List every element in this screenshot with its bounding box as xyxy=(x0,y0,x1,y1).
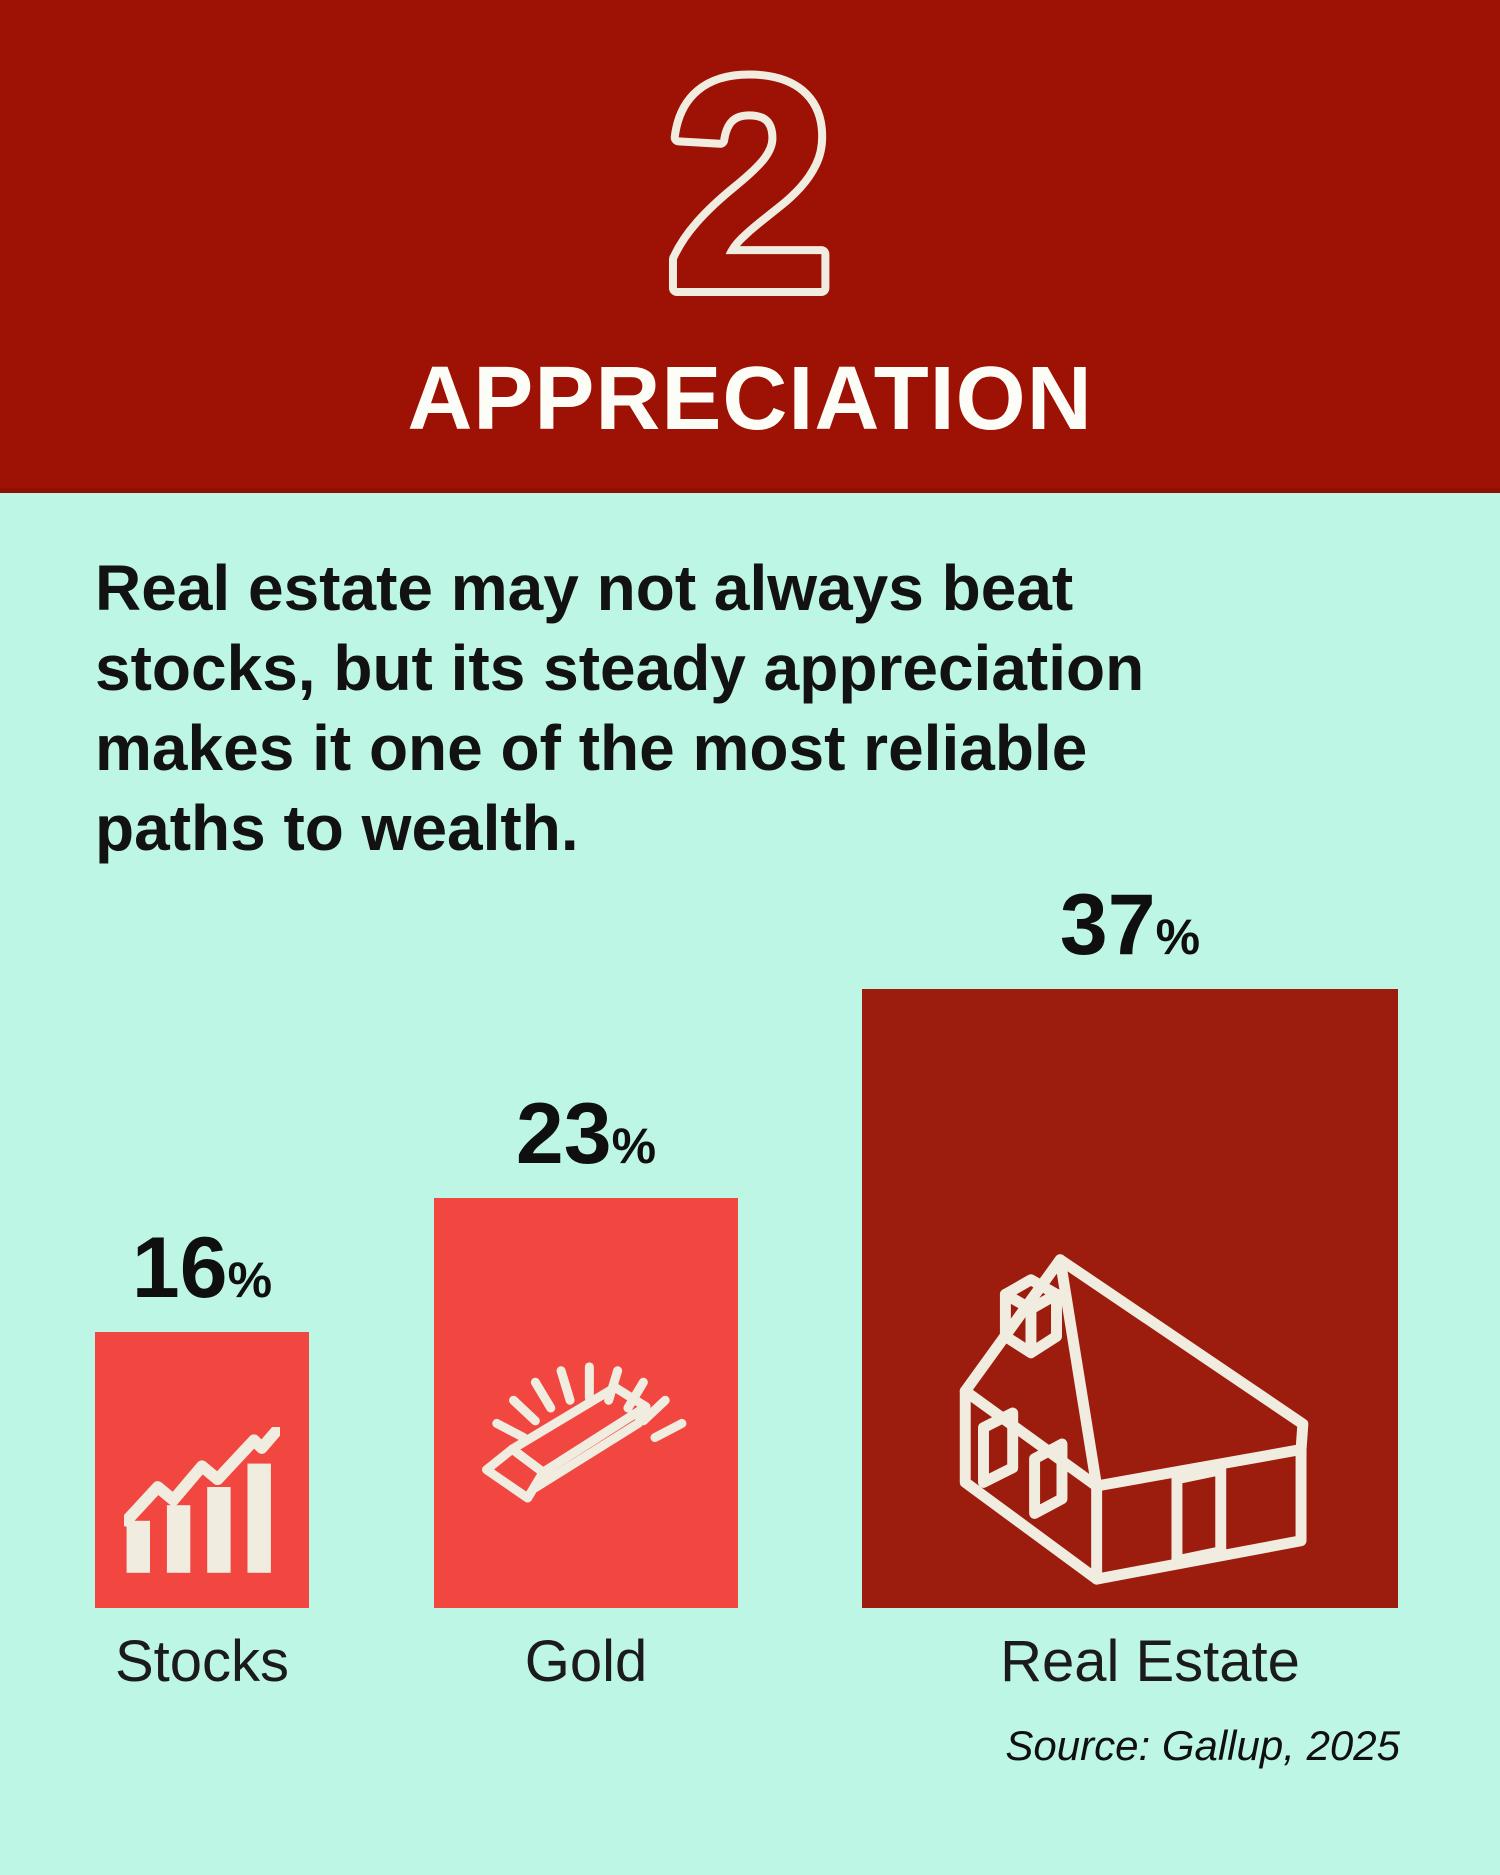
percent-sign: % xyxy=(611,1118,657,1174)
percent-sign: % xyxy=(1155,909,1201,965)
shine-rays xyxy=(492,1362,687,1443)
intro-paragraph: Real estate may not always beat stocks, … xyxy=(95,552,1145,864)
value-number: 37 xyxy=(1059,877,1156,973)
stocks-chart-icon xyxy=(124,1427,280,1573)
value-label-real-estate: 37% xyxy=(980,879,1280,971)
big-number-text: 2 xyxy=(667,40,834,320)
percent-sign: % xyxy=(227,1252,273,1308)
value-label-stocks: 16% xyxy=(52,1222,352,1314)
category-label-gold: Gold xyxy=(524,1629,648,1694)
value-number: 23 xyxy=(515,1086,612,1182)
category-label-stocks: Stocks xyxy=(114,1629,290,1694)
door xyxy=(1171,1464,1227,1567)
window xyxy=(978,1407,1019,1488)
category-label-real-estate: Real Estate xyxy=(1000,1629,1300,1694)
source-credit: Source: Gallup, 2025 xyxy=(1005,1722,1400,1769)
big-number-2: 2 xyxy=(659,40,842,320)
bar-real-estate xyxy=(862,989,1398,1608)
header-band: 2 APPRECIATION xyxy=(0,0,1500,493)
header-title: APPRECIATION xyxy=(407,349,1093,449)
window xyxy=(1029,1438,1068,1519)
value-label-gold: 23% xyxy=(436,1088,736,1180)
house-icon xyxy=(959,1254,1309,1585)
gold-ingot-icon xyxy=(482,1362,687,1503)
value-number: 16 xyxy=(131,1220,228,1316)
